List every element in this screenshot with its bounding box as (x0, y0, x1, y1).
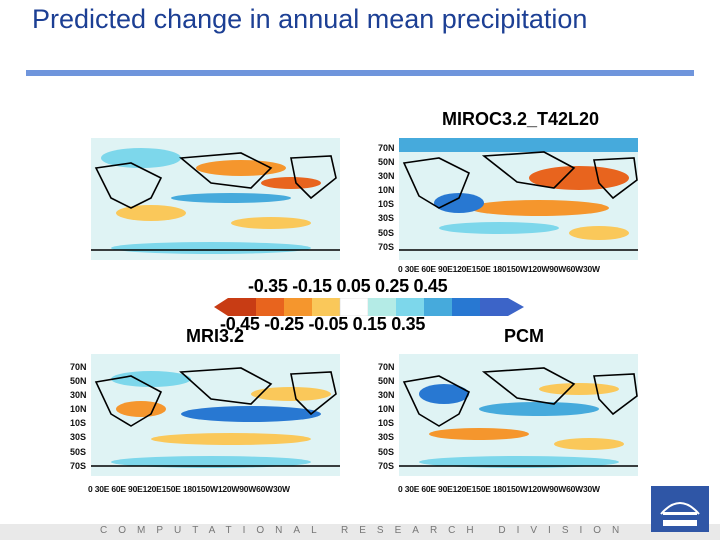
map-panel-pcm (399, 354, 638, 476)
colorbar-top-labels: -0.35 -0.15 0.05 0.25 0.45 (248, 276, 448, 296)
berkeley-lab-logo-icon (660, 502, 700, 526)
map-panel-mri (91, 354, 340, 476)
colorbar (214, 298, 524, 316)
colorbar-bottom-labels: -0.45 -0.25 -0.05 0.15 0.35 (220, 314, 426, 334)
berkeley-lab-logo (651, 486, 709, 532)
map-label-mri: MRI3.2 (186, 326, 245, 346)
lat-ticks-pcm: 70N 50N 30N 10N 10S 30S 50S 70S (378, 362, 395, 471)
title-underline (26, 70, 694, 76)
map-panel-top-left (91, 138, 340, 260)
map-label-pcm: PCM (504, 326, 544, 346)
map-panel-miroc (399, 138, 638, 260)
lat-ticks-mri: 70N 50N 30N 10N 10S 30S 50S 70S (70, 362, 87, 471)
lat-ticks-miroc: 70N 50N 30N 10N 10S 30S 50S 70S (378, 143, 395, 252)
footer-text: COMPUTATIONAL RESEARCH DIVISION (100, 525, 631, 536)
lon-ticks-pcm: 0 30E 60E 90E120E150E 180150W120W90W60W3… (398, 484, 600, 494)
footer-bar (0, 524, 720, 540)
lon-ticks-mri: 0 30E 60E 90E120E150E 180150W120W90W60W3… (88, 484, 290, 494)
lon-ticks-miroc: 0 30E 60E 90E120E150E 180150W120W90W60W3… (398, 264, 600, 274)
map-label-miroc: MIROC3.2_T42L20 (442, 109, 600, 129)
slide-title: Predicted change in annual mean precipit… (32, 4, 588, 34)
